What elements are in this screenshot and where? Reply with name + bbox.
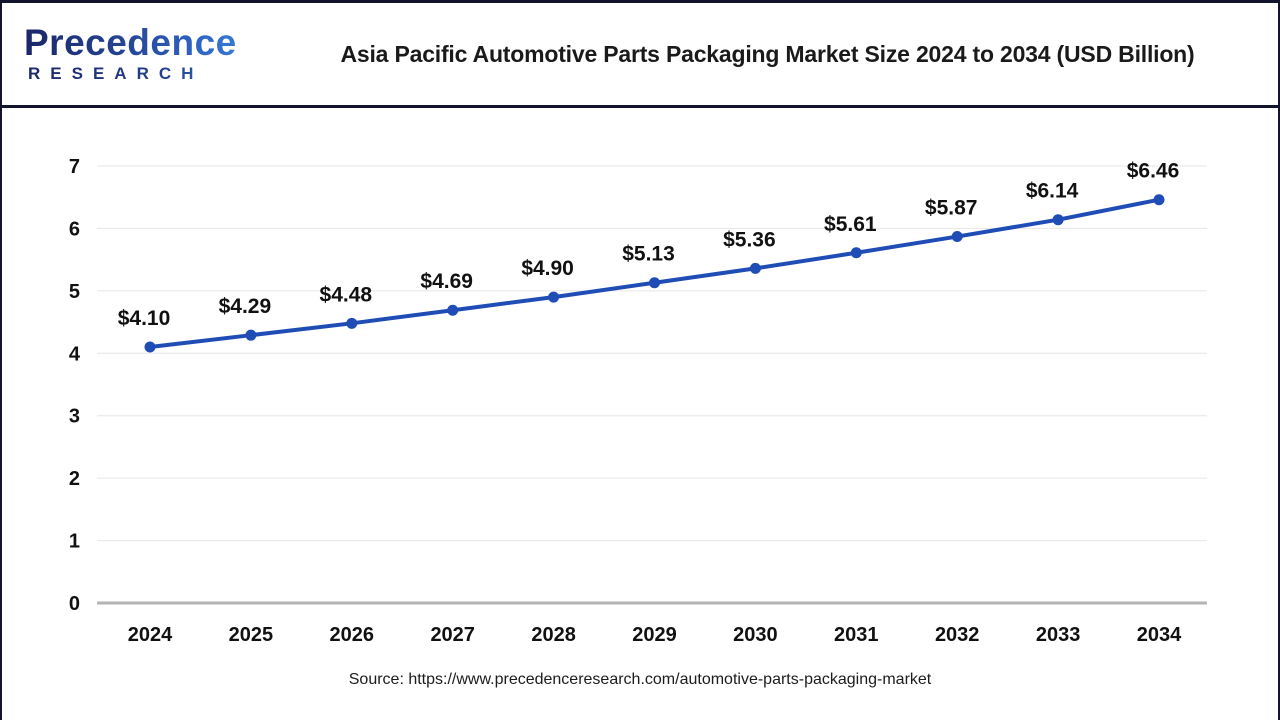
- x-axis-tick-label: 2027: [430, 624, 475, 646]
- data-point-marker: [245, 329, 257, 341]
- y-axis-tick-label: 5: [69, 281, 80, 303]
- x-axis-tick-label: 2033: [1036, 624, 1081, 646]
- data-point-marker: [749, 262, 761, 274]
- x-axis-tick-label: 2024: [128, 624, 173, 646]
- logo-subtitle: RESEARCH: [24, 64, 287, 84]
- data-point-label: $4.90: [521, 257, 574, 280]
- header: Precedence RESEARCH Asia Pacific Automot…: [2, 3, 1278, 108]
- data-point-marker: [144, 341, 156, 353]
- x-axis-tick-label: 2034: [1137, 624, 1182, 646]
- data-point-label: $6.46: [1127, 160, 1180, 183]
- data-point-label: $5.61: [824, 213, 877, 236]
- x-axis-tick-label: 2026: [330, 624, 375, 646]
- data-point-label: $4.48: [320, 283, 373, 306]
- x-axis-tick-label: 2029: [632, 624, 677, 646]
- y-axis-tick-label: 1: [69, 531, 80, 553]
- precedence-logo: Precedence RESEARCH: [2, 23, 287, 85]
- data-point-label: $5.36: [723, 228, 776, 251]
- title-wrap: Asia Pacific Automotive Parts Packaging …: [287, 41, 1278, 68]
- footer: Source: https://www.precedenceresearch.c…: [2, 671, 1278, 689]
- data-point-marker: [346, 317, 358, 329]
- y-axis-tick-label: 6: [69, 218, 80, 240]
- y-axis-tick-label: 3: [69, 406, 80, 428]
- y-axis-tick-label: 0: [69, 593, 80, 615]
- y-axis-tick-label: 7: [69, 156, 80, 178]
- data-point-marker: [447, 304, 459, 316]
- series-line: [148, 197, 1161, 350]
- x-axis-tick-label: 2031: [834, 624, 879, 646]
- y-axis-tick-label: 2: [69, 468, 80, 490]
- x-axis-tick-label: 2028: [531, 624, 576, 646]
- market-line-chart: 0 1 2 3 4 5 6 7 2024 2025 2026 2027 2028 2029 2030 2031…: [69, 156, 1207, 646]
- data-point-marker: [649, 277, 660, 289]
- y-axis-tick-label: 4: [69, 343, 81, 365]
- page-title: Asia Pacific Automotive Parts Packaging …: [340, 40, 1195, 67]
- data-point-label: $5.13: [622, 243, 675, 266]
- data-point-marker: [548, 291, 560, 303]
- data-point-label: $4.69: [420, 270, 473, 293]
- data-point-marker: [1153, 194, 1165, 206]
- data-point-marker: [850, 247, 862, 259]
- source-text: Source: https://www.precedenceresearch.c…: [348, 671, 932, 688]
- data-point-label: $4.10: [118, 307, 171, 330]
- data-point-label: $6.14: [1026, 180, 1079, 203]
- x-axis-tick-label: 2025: [229, 624, 274, 646]
- logo-wordmark: Precedence: [24, 23, 287, 63]
- x-axis-tick-label: 2030: [733, 624, 778, 646]
- data-point-label: $5.87: [925, 197, 978, 220]
- data-point-marker: [951, 231, 963, 243]
- x-axis-tick-label: 2032: [935, 624, 980, 646]
- data-point-label: $4.29: [219, 295, 272, 318]
- data-point-marker: [1052, 214, 1064, 226]
